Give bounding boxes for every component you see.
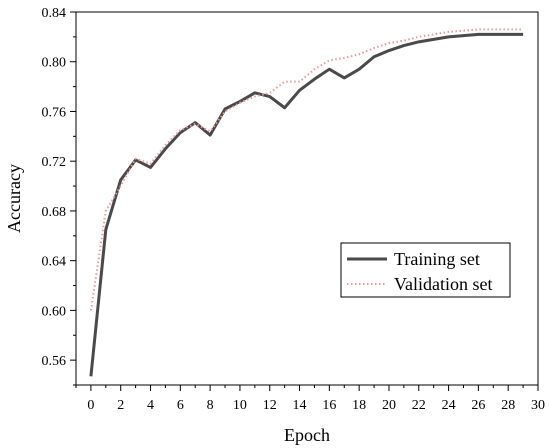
plot-frame — [75, 11, 539, 386]
x-tick-label: 8 — [207, 398, 214, 413]
legend-label-training: Training set — [394, 249, 480, 269]
y-tick-label: 0.84 — [42, 6, 67, 21]
x-tick-label: 4 — [147, 398, 154, 413]
x-tick-label: 22 — [412, 398, 426, 413]
y-axis-label: Accuracy — [4, 164, 24, 233]
legend-box — [340, 242, 511, 298]
x-tick-label: 2 — [117, 398, 124, 413]
tick-marks — [70, 11, 539, 391]
y-tick-label: 0.56 — [42, 354, 67, 369]
y-tick-labels: 0.56 0.60 0.64 0.68 0.72 0.76 0.80 0.84 — [42, 6, 67, 369]
x-tick-label: 26 — [471, 398, 485, 413]
y-tick-label: 0.80 — [42, 56, 67, 71]
x-tick-label: 14 — [293, 398, 307, 413]
series-lines — [89, 28, 524, 377]
series-line-training — [89, 32, 524, 377]
x-axis-label: Epoch — [284, 425, 330, 445]
legend: Training set Validation set — [340, 242, 511, 298]
x-tick-label: 28 — [501, 398, 515, 413]
x-tick-label: 6 — [177, 398, 184, 413]
x-tick-label: 24 — [442, 398, 456, 413]
x-tick-label: 16 — [322, 398, 336, 413]
x-tick-label: 20 — [382, 398, 396, 413]
x-tick-label: 18 — [352, 398, 366, 413]
x-tick-label: 0 — [87, 398, 94, 413]
series-line-validation — [89, 28, 524, 311]
x-tick-label: 10 — [233, 398, 247, 413]
x-tick-label: 30 — [531, 398, 545, 413]
x-tick-labels: 0 2 4 6 8 10 12 14 16 18 20 22 24 26 28 30 — [87, 398, 545, 413]
y-tick-label: 0.68 — [42, 205, 67, 220]
x-tick-label: 12 — [263, 398, 277, 413]
y-tick-label: 0.64 — [42, 255, 67, 270]
y-tick-label: 0.72 — [42, 155, 67, 170]
legend-label-validation: Validation set — [394, 274, 492, 294]
y-tick-label: 0.60 — [42, 304, 67, 319]
y-tick-label: 0.76 — [42, 105, 67, 120]
